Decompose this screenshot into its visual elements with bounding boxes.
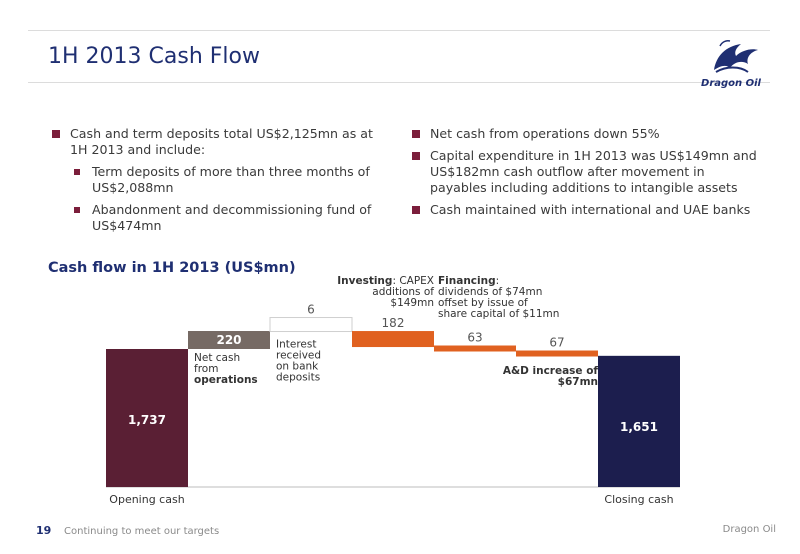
slide-title: 1H 2013 Cash Flow xyxy=(48,44,260,69)
bar-0 xyxy=(106,349,188,487)
note-1-1: from xyxy=(194,363,218,375)
note-1-2: operations xyxy=(194,374,258,386)
note-2-0: Interest xyxy=(276,339,316,351)
value-label-6: 1,651 xyxy=(620,420,658,434)
value-label-0: 1,737 xyxy=(128,413,166,427)
bullet-net-cash: Net cash from operations down 55% xyxy=(412,126,757,142)
note-lead-3: Investing xyxy=(337,275,392,287)
left-bullet-column: Cash and term deposits total US$2,125mn … xyxy=(52,126,392,240)
value-label-5: 67 xyxy=(549,336,564,350)
title-divider xyxy=(28,82,770,83)
bar-3 xyxy=(352,331,434,348)
bar-1 xyxy=(188,331,270,349)
value-label-1: 220 xyxy=(216,333,241,347)
value-label-2: 6 xyxy=(307,303,315,317)
note-2-1: received xyxy=(276,350,321,362)
note-4-2: offset by issue of xyxy=(438,297,528,309)
note-2-3: deposits xyxy=(276,372,320,384)
bullet-capex: Capital expenditure in 1H 2013 was US$14… xyxy=(412,148,757,196)
page-number: 19 xyxy=(36,524,52,537)
note-3-1: additions of xyxy=(372,286,434,298)
axis-label-6: Closing cash xyxy=(604,493,673,506)
footer-tagline: Continuing to meet our targets xyxy=(64,526,220,537)
sub-bullet-term-deposits: Term deposits of more than three months … xyxy=(74,164,392,196)
top-divider xyxy=(28,30,770,31)
note-rest-4: : xyxy=(496,275,500,287)
right-bullet-column: Net cash from operations down 55% Capita… xyxy=(412,126,757,224)
note-5-0: A&D increase of xyxy=(503,365,599,377)
chart-heading: Cash flow in 1H 2013 (US$mn) xyxy=(48,260,296,276)
dragon-icon xyxy=(714,40,758,73)
note-3-2: $149mn xyxy=(390,297,434,309)
bar-6 xyxy=(598,355,680,487)
dragon-oil-logo: Dragon Oil xyxy=(686,36,776,92)
note-4-1: dividends of $74mn xyxy=(438,286,542,298)
note-rest-3: : CAPEX xyxy=(392,275,434,287)
note-3-0: Investing: CAPEX xyxy=(337,275,434,287)
note-5-1: $67mn xyxy=(558,376,598,388)
note-4-3: share capital of $11mn xyxy=(438,308,559,320)
note-lead-4: Financing xyxy=(438,275,496,287)
axis-label-0: Opening cash xyxy=(109,493,184,506)
value-label-3: 182 xyxy=(382,316,405,330)
value-label-4: 63 xyxy=(467,331,482,345)
logo-wordmark: Dragon Oil xyxy=(701,78,761,89)
bar-2 xyxy=(269,317,353,333)
bar-4 xyxy=(434,345,516,352)
bullet-banks: Cash maintained with international and U… xyxy=(412,202,757,218)
note-1-0: Net cash xyxy=(194,352,240,364)
bar-5 xyxy=(516,350,598,357)
bullet-cash-deposits: Cash and term deposits total US$2,125mn … xyxy=(52,126,392,158)
note-4-0: Financing: xyxy=(438,275,499,287)
sub-bullet-ad-fund: Abandonment and decommissioning fund of … xyxy=(74,202,392,234)
footer-brand: Dragon Oil xyxy=(722,524,776,535)
note-2-2: on bank xyxy=(276,361,319,373)
